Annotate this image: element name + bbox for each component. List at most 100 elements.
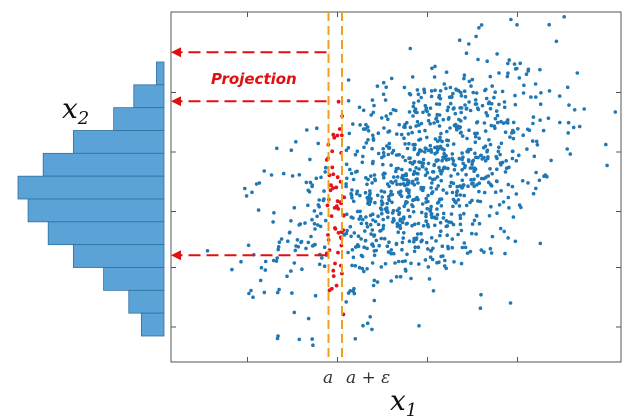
scatter-point [460, 186, 464, 190]
scatter-point [394, 169, 398, 174]
scatter-point [435, 201, 440, 205]
scatter-point [381, 151, 386, 155]
scatter-point [476, 199, 480, 203]
scatter-point [410, 75, 415, 79]
scatter-point [364, 215, 368, 219]
scatter-point [440, 244, 445, 248]
scatter-point [360, 254, 365, 259]
scatter-point [421, 224, 426, 228]
scatter-point [289, 269, 293, 273]
scatter-point [316, 223, 320, 227]
scatter-point [489, 102, 494, 106]
scatter-point [397, 122, 402, 127]
scatter-point [442, 264, 447, 268]
scatter-point [262, 290, 267, 295]
scatter-point [433, 151, 437, 156]
scatter-point [458, 131, 463, 135]
scatter-point [312, 209, 317, 213]
scatter-point [434, 158, 439, 162]
scatter-point [472, 169, 476, 173]
scatter-point [315, 214, 319, 219]
scatter-point [376, 222, 381, 227]
scatter-point [419, 95, 424, 100]
scatter-point [316, 141, 321, 146]
scatter-point [474, 155, 478, 160]
scatter-point [460, 151, 464, 155]
scatter-point [306, 188, 311, 193]
scatter-point [470, 182, 474, 186]
scatter-point [306, 203, 310, 208]
scatter-point [402, 125, 406, 129]
projected-point [334, 283, 339, 288]
projected-point [336, 207, 341, 211]
scatter-point [350, 188, 354, 192]
scatter-point [441, 188, 446, 192]
scatter-point [514, 159, 519, 163]
scatter-point [411, 172, 416, 177]
scatter-point [424, 214, 428, 219]
scatter-point [401, 236, 406, 240]
projected-point [331, 132, 336, 137]
scatter-point [452, 167, 457, 172]
scatter-point [366, 138, 370, 142]
scatter-point [317, 198, 322, 202]
scatter-point [416, 152, 420, 157]
scatter-point [436, 184, 441, 188]
scatter-point [371, 110, 376, 115]
scatter-point [541, 128, 546, 133]
plot-ticks [171, 12, 621, 362]
scatter-point [389, 251, 394, 256]
scatter-point [425, 109, 430, 114]
scatter-point [513, 102, 518, 107]
scatter-point [428, 255, 433, 259]
scatter-point [459, 261, 464, 266]
scatter-point [488, 182, 493, 187]
scatter-point [520, 179, 525, 183]
scatter-point [434, 102, 439, 106]
scatter-point [448, 126, 452, 130]
scatter-point [417, 160, 421, 164]
scatter-point [458, 125, 463, 129]
scatter-point [433, 64, 437, 69]
scatter-point [358, 193, 362, 198]
scatter-point [269, 173, 274, 177]
scatter-point [386, 130, 390, 134]
scatter-point [390, 220, 395, 224]
scatter-point [479, 153, 483, 158]
scatter-point [430, 257, 435, 262]
scatter-point [429, 89, 434, 93]
scatter-point [467, 100, 471, 104]
scatter-point [405, 181, 410, 185]
scatter-point [415, 232, 420, 236]
scatter-point [413, 222, 417, 226]
scatter-point [472, 218, 477, 223]
scatter-point [531, 191, 536, 196]
scatter-point [405, 188, 409, 193]
scatter-point [292, 310, 297, 315]
scatter-point [423, 258, 428, 262]
histogram-bar [27, 198, 165, 223]
scatter-point [401, 155, 405, 159]
scatter-point [470, 162, 474, 166]
scatter-point [460, 134, 465, 138]
scatter-point [351, 216, 355, 220]
scatter-point [460, 157, 464, 162]
scatter-point [271, 258, 276, 263]
scatter-point [387, 197, 391, 202]
scatter-point [386, 152, 391, 157]
scatter-point [429, 204, 433, 209]
scatter-point [297, 173, 302, 177]
scatter-point [482, 155, 486, 160]
scatter-point [275, 290, 280, 295]
scatter-point [275, 146, 279, 151]
scatter-point [423, 173, 428, 178]
scatter-point [385, 144, 389, 148]
scatter-point [479, 248, 484, 252]
scatter-point [433, 177, 437, 181]
scatter-point [507, 165, 511, 170]
scatter-point [425, 135, 429, 140]
scatter-point [474, 102, 479, 106]
scatter-point [360, 160, 365, 165]
projected-point [330, 165, 335, 170]
scatter-point [424, 167, 428, 171]
